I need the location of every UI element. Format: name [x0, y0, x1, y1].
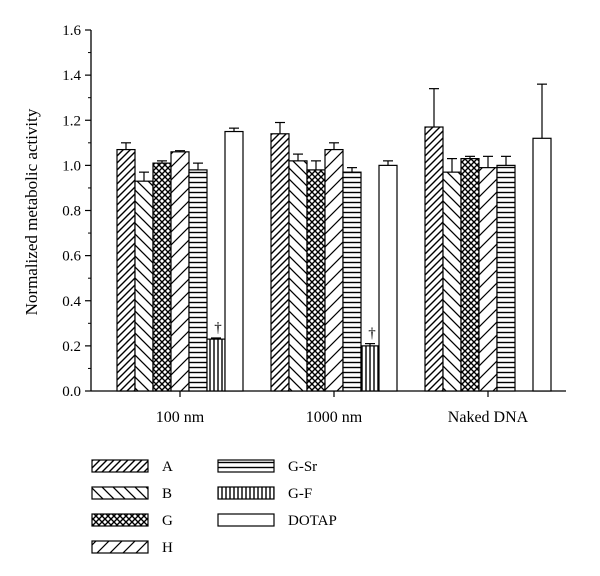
x-category-label: Naked DNA: [448, 409, 529, 426]
legend-swatch: [91, 540, 149, 554]
y-tick-label: 0.6: [62, 249, 81, 265]
legend-label: G-Sr: [288, 459, 317, 475]
bar: [224, 130, 244, 392]
bar: [270, 133, 290, 392]
y-tick-label: 0.0: [62, 384, 81, 400]
legend-swatch: [91, 486, 149, 500]
y-tick-label: 0.8: [62, 204, 81, 220]
bar: [288, 160, 308, 392]
legend-swatch: [91, 459, 149, 473]
bar: [116, 148, 136, 392]
annotation-dagger: †: [214, 320, 222, 336]
legend-label: B: [162, 486, 172, 502]
y-tick-label: 1.4: [62, 68, 81, 84]
bar: [306, 169, 326, 392]
bar: [206, 338, 226, 392]
bar: [152, 162, 172, 392]
x-category-label: 100 nm: [156, 409, 205, 426]
legend-label: G-F: [288, 486, 312, 502]
bar: [478, 167, 498, 392]
legend-label: H: [162, 540, 173, 556]
legend-label: G: [162, 513, 173, 529]
bar: [424, 126, 444, 392]
legend-swatch: [217, 486, 275, 500]
y-tick-label: 0.4: [62, 294, 81, 310]
bar: [360, 345, 380, 392]
bar: [532, 137, 552, 392]
bar: [134, 180, 154, 392]
bar: [342, 171, 362, 392]
bar: [324, 148, 344, 392]
legend-label: DOTAP: [288, 513, 337, 529]
bar: [188, 169, 208, 392]
plot-area: 0.0 0.2 0.4 0.6 0.8 1.0 1.2 1.4 1.6 100 nm 1000 nm…: [62, 23, 566, 426]
legend-label: A: [162, 459, 173, 475]
bar: [460, 158, 480, 392]
legend-swatch: [91, 513, 149, 527]
y-tick-label: 1.0: [62, 158, 81, 174]
annotation-dagger: †: [368, 326, 376, 342]
bar: [442, 171, 462, 392]
bar: [378, 164, 398, 392]
y-tick-label: 0.2: [62, 339, 81, 355]
x-category-label: 1000 nm: [306, 409, 363, 426]
y-tick-label: 1.2: [62, 113, 81, 129]
legend-swatch: [217, 513, 275, 527]
legend-swatch: [217, 459, 275, 473]
bar: [170, 151, 190, 392]
bar: [496, 164, 516, 392]
y-tick-label: 1.6: [62, 23, 81, 39]
y-axis-title: Normalized metabolic activity: [22, 108, 41, 315]
